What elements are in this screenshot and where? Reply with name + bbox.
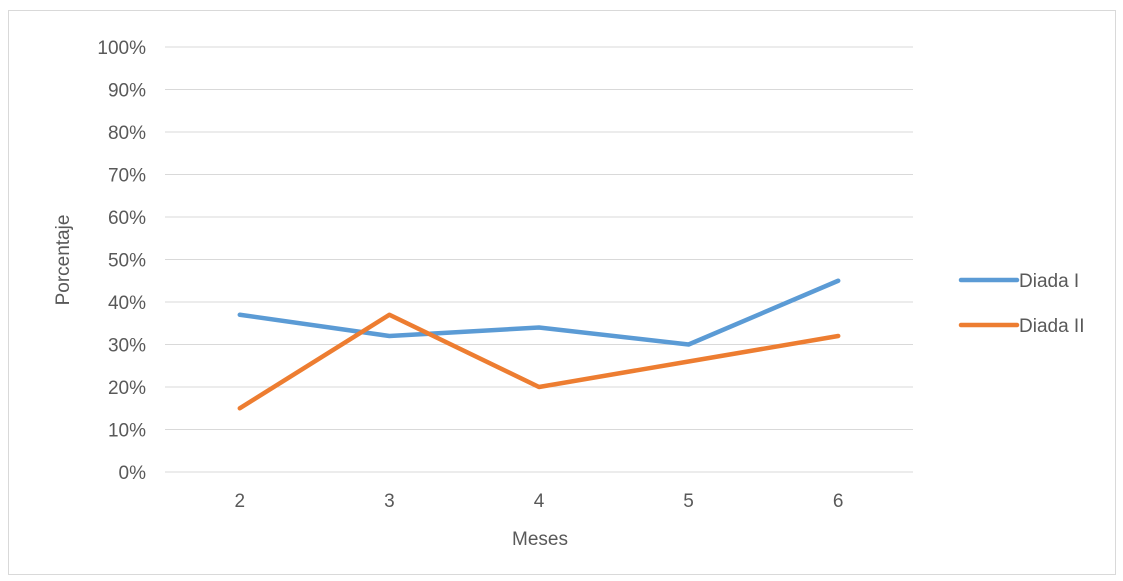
- gridlines: [165, 46, 913, 473]
- y-tick-label: 70%: [108, 166, 146, 187]
- y-tick-label: 40%: [108, 293, 146, 314]
- series-lines: [237, 278, 841, 411]
- y-axis-tick-labels: 0% 10% 20% 30% 40% 50% 60% 70% 80% 90% 100%: [97, 38, 146, 484]
- y-tick-label: 60%: [108, 208, 146, 229]
- x-axis-title: Meses: [512, 529, 568, 550]
- y-tick-label: 100%: [97, 38, 146, 59]
- legend-label: Diada I: [1019, 271, 1079, 292]
- y-axis-title: Porcentaje: [53, 215, 74, 306]
- y-tick-label: 50%: [108, 251, 146, 272]
- y-tick-label: 90%: [108, 81, 146, 102]
- y-tick-label: 80%: [108, 123, 146, 144]
- y-tick-label: 20%: [108, 378, 146, 399]
- y-tick-label: 0%: [119, 463, 147, 484]
- x-tick-label: 4: [534, 491, 545, 512]
- y-tick-label: 30%: [108, 336, 146, 357]
- x-tick-label: 5: [683, 491, 694, 512]
- legend-label: Diada II: [1019, 316, 1084, 337]
- y-tick-label: 10%: [108, 421, 146, 442]
- x-tick-label: 2: [235, 491, 246, 512]
- legend: Diada I Diada II: [958, 271, 1084, 337]
- x-tick-label: 3: [384, 491, 395, 512]
- x-axis-tick-labels: 2 3 4 5 6: [235, 491, 844, 512]
- chart-frame: [8, 10, 1116, 575]
- series-line-diada-i: [237, 278, 841, 347]
- x-tick-label: 6: [833, 491, 844, 512]
